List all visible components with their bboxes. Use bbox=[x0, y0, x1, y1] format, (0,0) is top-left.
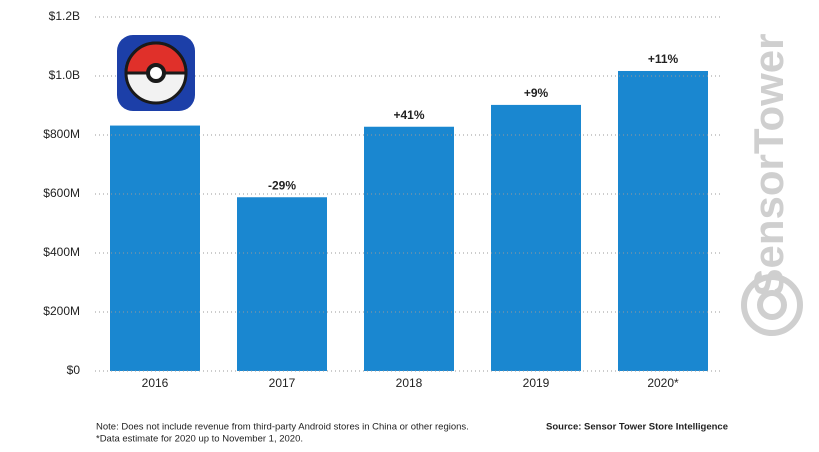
bar bbox=[237, 197, 327, 371]
source: Source: Sensor Tower Store Intelligence bbox=[546, 422, 728, 433]
y-tick-label: $200M bbox=[43, 304, 80, 318]
y-tick-label: $800M bbox=[43, 127, 80, 141]
x-tick-label: 2020* bbox=[647, 376, 679, 390]
note: *Data estimate for 2020 up to November 1… bbox=[96, 434, 303, 445]
bar bbox=[618, 70, 708, 372]
y-tick-label: $1.2B bbox=[49, 9, 80, 23]
x-tick-label: 2019 bbox=[523, 376, 550, 390]
change-label: +11% bbox=[648, 52, 679, 66]
change-label: -29% bbox=[268, 178, 296, 192]
y-tick-label: $600M bbox=[43, 186, 80, 200]
bar bbox=[491, 104, 581, 371]
y-tick-label: $1.0B bbox=[49, 68, 80, 82]
x-tick-label: 2018 bbox=[396, 376, 423, 390]
watermark-logo bbox=[741, 274, 803, 336]
bar bbox=[364, 126, 454, 372]
app-icon bbox=[117, 35, 195, 111]
y-tick-label: $400M bbox=[43, 245, 80, 259]
y-tick-label: $0 bbox=[67, 363, 81, 377]
bar bbox=[110, 125, 200, 371]
x-tick-label: 2017 bbox=[269, 376, 296, 390]
change-label: +41% bbox=[393, 108, 424, 122]
note: Note: Does not include revenue from thir… bbox=[96, 422, 469, 433]
change-label: +9% bbox=[524, 86, 549, 100]
x-tick-label: 2016 bbox=[142, 376, 169, 390]
watermark: SensorTower bbox=[745, 34, 792, 297]
